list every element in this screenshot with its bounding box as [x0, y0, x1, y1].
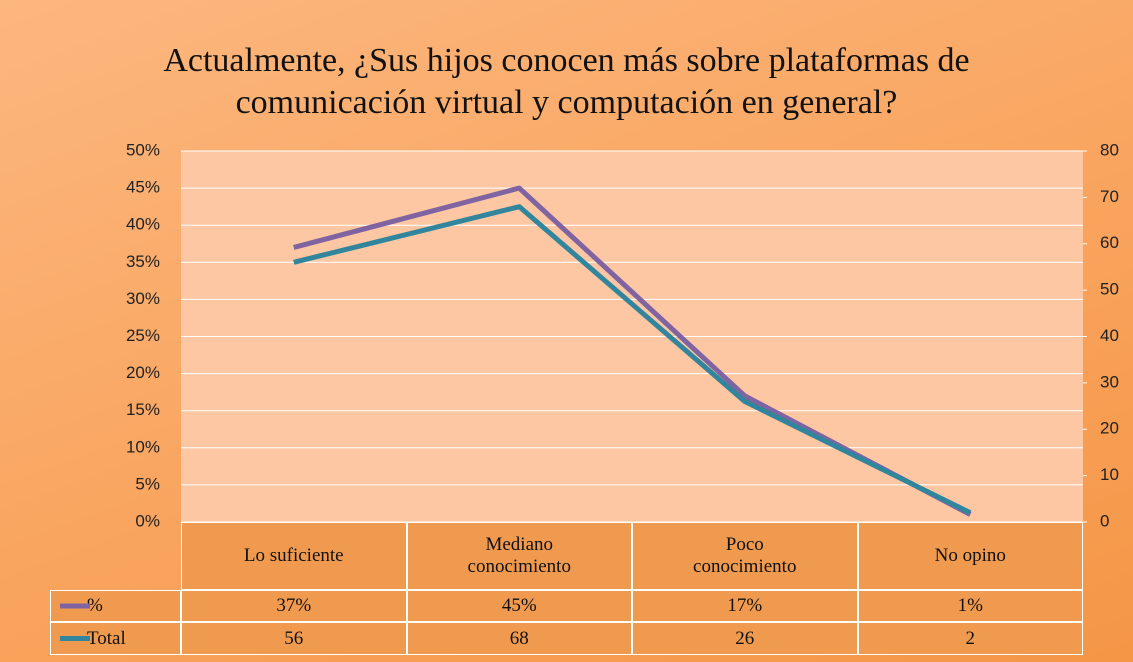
- y2-tick-label: 60: [1100, 233, 1119, 252]
- table-value: 26: [632, 622, 858, 655]
- y-tick-label: 40%: [126, 215, 160, 234]
- table-value: 2: [857, 622, 1083, 655]
- y2-tick-label: 20: [1100, 419, 1119, 438]
- y-tick-label: 15%: [126, 400, 160, 419]
- y2-tick-label: 0: [1100, 511, 1109, 530]
- y-tick-label: 0%: [135, 511, 160, 530]
- y2-tick-label: 50: [1100, 280, 1119, 299]
- table-value: 37%: [181, 590, 407, 622]
- y-tick-label: 45%: [126, 178, 160, 197]
- y-tick-label: 5%: [135, 474, 160, 493]
- y2-tick-label: 80: [1100, 140, 1119, 159]
- y-tick-label: 20%: [126, 363, 160, 382]
- y-tick-label: 10%: [126, 437, 160, 456]
- y2-tick-label: 70: [1100, 187, 1119, 206]
- y-tick-label: 35%: [126, 252, 160, 271]
- series-line: [293, 204, 972, 515]
- y2-tick-label: 10: [1100, 465, 1119, 484]
- table-value: 56: [181, 622, 407, 655]
- category-cell: Mediano conocimiento: [406, 522, 632, 590]
- y2-tick-label: 30: [1100, 372, 1119, 391]
- table-value: 1%: [857, 590, 1083, 622]
- chart-title: Actualmente, ¿Sus hijos conocen más sobr…: [163, 42, 970, 121]
- y-tick-label: 30%: [126, 289, 160, 308]
- y2-tick-label: 40: [1100, 326, 1119, 345]
- table-value: 17%: [632, 590, 858, 622]
- y-tick-label: 25%: [126, 326, 160, 345]
- table-value: 45%: [406, 590, 632, 622]
- table-value: 68: [406, 622, 632, 655]
- category-cell: Lo suficiente: [181, 522, 407, 590]
- y-tick-label: 50%: [126, 140, 160, 159]
